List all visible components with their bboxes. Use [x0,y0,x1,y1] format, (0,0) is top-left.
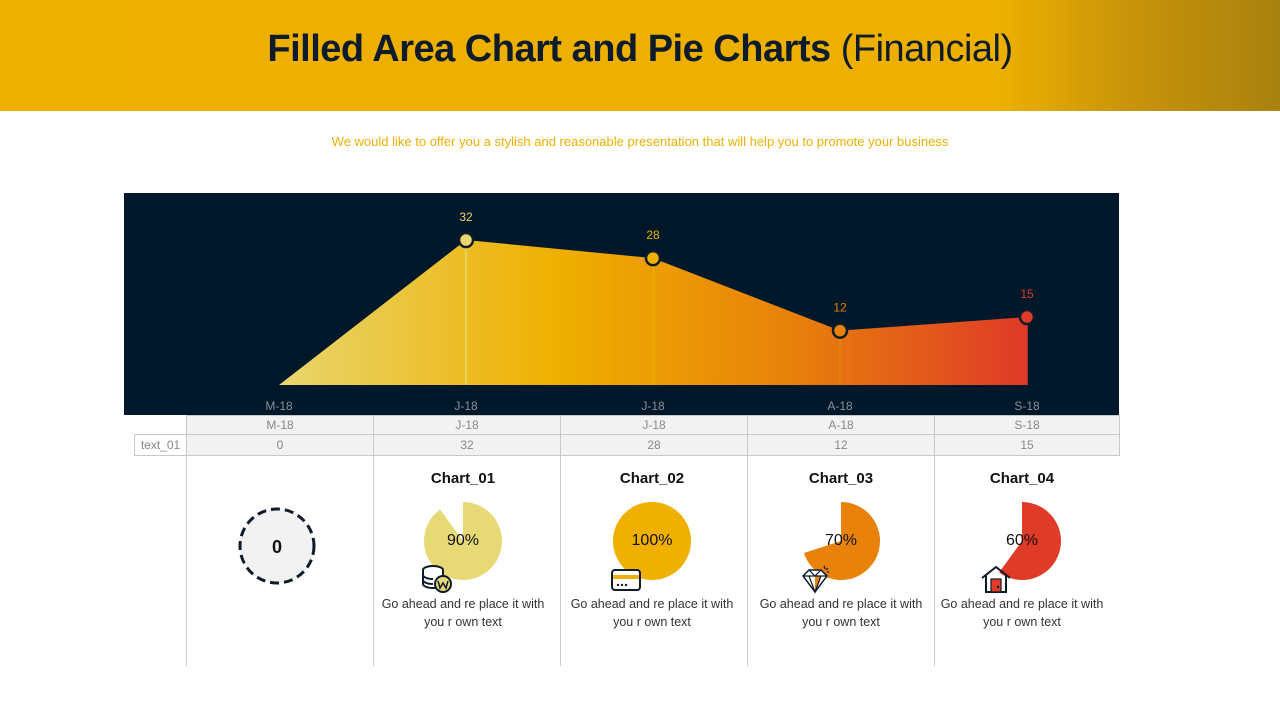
data-point [457,231,475,249]
pie-title: Chart_02 [619,470,685,487]
title-bold: Filled Area Chart and Pie Charts [267,28,831,70]
pie-description: Go ahead and re place it with you r own … [940,597,1104,629]
data-label: 32 [459,210,473,224]
table-header-cell: J-18 [560,415,748,435]
pie-title: Chart_03 [808,470,874,487]
zero-value: 0 [272,537,282,557]
x-tick-label: S-18 [1014,399,1040,413]
pie-percent-label: 60% [1005,532,1039,549]
column-divider [373,455,374,666]
title-light: (Financial) [840,28,1013,70]
data-label: 12 [833,301,847,315]
column-divider [560,455,561,666]
x-tick-label: M-18 [265,399,293,413]
pie-percent-label: 100% [631,532,673,549]
pie-slice [424,502,502,580]
column-divider [186,455,187,666]
pie-chart [803,502,880,580]
data-point [1018,308,1036,326]
pie-chart [424,502,502,580]
table-header-cell: A-18 [747,415,935,435]
credit-card-icon [611,569,641,591]
pie-description: Go ahead and re place it with you r own … [759,597,923,629]
data-point [644,249,662,267]
area-chart: M-18 32 J-18 28 J-18 12 A-18 15 S-18 [124,193,1119,415]
pie-percent-label: 70% [824,532,858,549]
pie-slice [613,502,691,580]
table-cell: 32 [373,434,561,456]
table-row-label: text_01 [134,434,187,456]
header-banner [0,0,1280,111]
table-header-cell: M-18 [186,415,374,435]
column-divider [747,455,748,666]
table-cell: 15 [934,434,1120,456]
column-divider [934,455,935,666]
data-point [831,322,849,339]
house-icon [981,565,1011,593]
diamond-icon [802,565,829,594]
zero-circle: 0 [238,507,316,585]
page-subtitle: We would like to offer you a stylish and… [331,134,949,149]
x-tick-label: A-18 [827,399,853,413]
pie-title: Chart_01 [430,470,496,487]
table-cell: 28 [560,434,748,456]
data-label: 15 [1020,287,1034,301]
x-tick-label: J-18 [641,399,665,413]
pie-chart [613,502,691,580]
pie-slice [999,502,1061,580]
table-cell: 0 [186,434,374,456]
pie-description: Go ahead and re place it with you r own … [381,597,545,629]
coins-won-icon [422,565,452,593]
pie-chart [999,502,1061,580]
table-header-cell: J-18 [373,415,561,435]
page-title: Filled Area Chart and Pie Charts (Financ… [0,28,1280,71]
table-cell: 12 [747,434,935,456]
pie-percent-label: 90% [446,532,480,549]
pie-slice [803,502,880,580]
pie-description: Go ahead and re place it with you r own … [570,597,734,629]
x-tick-label: J-18 [454,399,478,413]
pie-title: Chart_04 [989,470,1055,487]
table-header-cell: S-18 [934,415,1120,435]
data-label: 28 [646,228,660,242]
